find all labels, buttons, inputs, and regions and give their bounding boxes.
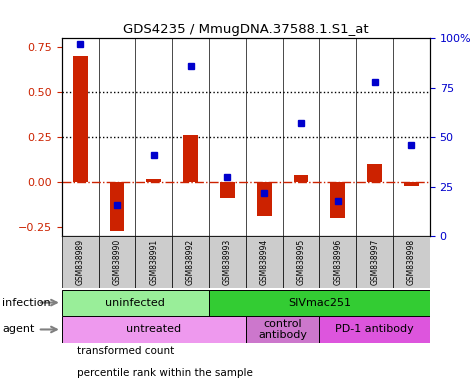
Text: GSM838991: GSM838991 (149, 239, 158, 285)
Text: GSM838995: GSM838995 (296, 239, 305, 285)
Bar (135, 236, 172, 288)
Text: control
antibody: control antibody (258, 319, 307, 340)
Text: GSM838990: GSM838990 (113, 239, 122, 285)
Bar (294, 175, 308, 182)
Bar (99, 236, 135, 288)
Bar (367, 164, 382, 182)
Text: GSM838997: GSM838997 (370, 239, 379, 285)
Text: transformed count: transformed count (77, 346, 174, 356)
Text: infection: infection (2, 298, 51, 308)
Bar (319, 316, 430, 343)
Bar (246, 236, 283, 288)
Text: GSM838993: GSM838993 (223, 239, 232, 285)
Bar (62, 316, 246, 343)
Title: GDS4235 / MmugDNA.37588.1.S1_at: GDS4235 / MmugDNA.37588.1.S1_at (123, 23, 369, 36)
Bar (110, 182, 124, 231)
Text: GSM838998: GSM838998 (407, 239, 416, 285)
Bar (209, 236, 246, 288)
Text: PD-1 antibody: PD-1 antibody (335, 324, 414, 334)
Text: GSM838996: GSM838996 (333, 239, 342, 285)
Bar (172, 236, 209, 288)
Bar (209, 290, 430, 316)
Bar (283, 236, 319, 288)
Bar (319, 236, 356, 288)
Text: GSM838994: GSM838994 (260, 239, 269, 285)
Text: percentile rank within the sample: percentile rank within the sample (77, 368, 253, 378)
Text: GSM838989: GSM838989 (76, 239, 85, 285)
Text: uninfected: uninfected (105, 298, 165, 308)
Bar (356, 236, 393, 288)
Text: SIVmac251: SIVmac251 (288, 298, 351, 308)
Bar (246, 316, 319, 343)
Text: untreated: untreated (126, 324, 181, 334)
Bar (404, 182, 419, 186)
Bar (146, 179, 161, 182)
Bar (62, 236, 99, 288)
Bar (331, 182, 345, 218)
Bar (220, 182, 235, 199)
Bar (62, 290, 209, 316)
Bar (257, 182, 272, 217)
Bar (73, 56, 87, 182)
Text: GSM838992: GSM838992 (186, 239, 195, 285)
Text: agent: agent (2, 324, 35, 334)
Bar (393, 236, 430, 288)
Bar (183, 136, 198, 182)
